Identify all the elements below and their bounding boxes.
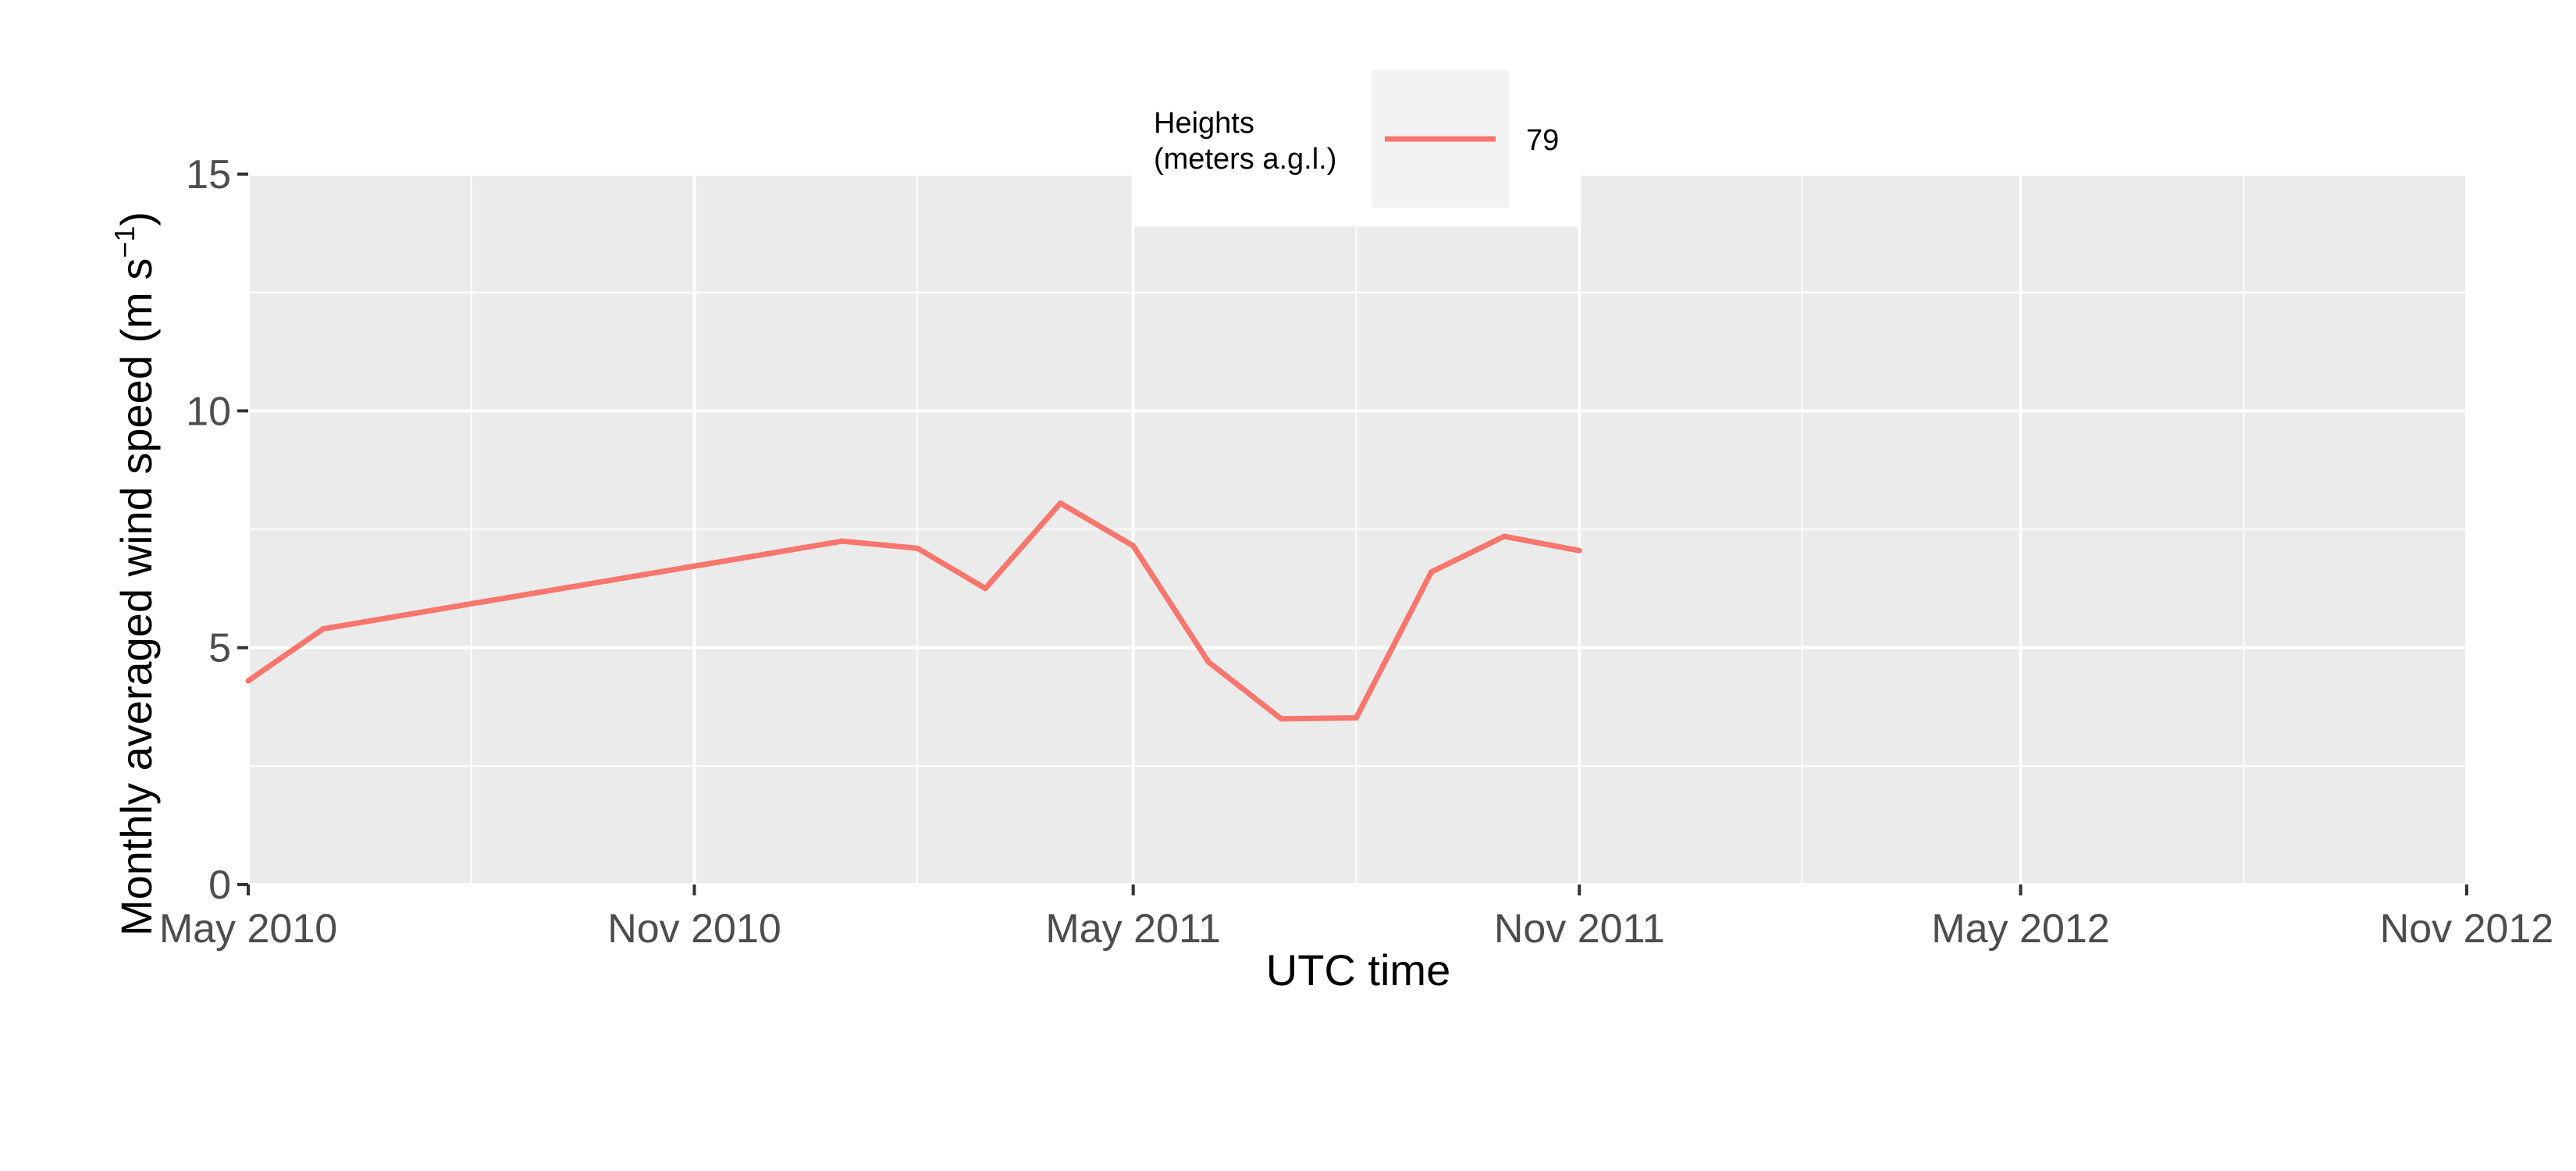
legend-title-line2: (meters a.g.l.) bbox=[1154, 143, 1336, 176]
data-point bbox=[1278, 716, 1284, 722]
legend-title-line1: Heights bbox=[1154, 107, 1254, 140]
series-layer bbox=[245, 500, 1582, 722]
data-point bbox=[1429, 569, 1435, 575]
y-axis-title: Monthly averaged wind speed (m s−1) bbox=[109, 212, 161, 936]
data-point bbox=[320, 625, 326, 632]
y-tick-label: 0 bbox=[208, 863, 231, 908]
y-axis-title-close: ) bbox=[112, 212, 161, 226]
y-tick-label: 5 bbox=[208, 626, 231, 671]
y-axis-title-text: Monthly averaged wind speed (m s bbox=[112, 258, 161, 936]
x-tick-label: May 2010 bbox=[159, 906, 337, 952]
plot-panel bbox=[247, 173, 2468, 886]
data-point bbox=[914, 545, 920, 551]
x-tick-label: May 2011 bbox=[1045, 906, 1221, 952]
x-tick-label: May 2012 bbox=[1931, 906, 2109, 952]
data-point bbox=[1130, 543, 1137, 549]
y-tick-label: 15 bbox=[186, 152, 231, 198]
data-point bbox=[1058, 500, 1064, 507]
legend: Heights (meters a.g.l.) 79 bbox=[1133, 70, 1580, 226]
x-axis-title: UTC time bbox=[1266, 945, 1450, 995]
data-point bbox=[839, 538, 845, 544]
data-point bbox=[245, 678, 251, 684]
x-tick-label: Nov 2011 bbox=[1494, 906, 1665, 952]
y-tick-label: 10 bbox=[186, 389, 231, 434]
data-point bbox=[1501, 533, 1507, 539]
y-axis: 0 5 10 15 bbox=[186, 152, 248, 908]
x-tick-label: Nov 2010 bbox=[607, 906, 781, 952]
data-point bbox=[1576, 547, 1582, 553]
x-tick-label: Nov 2012 bbox=[2380, 906, 2554, 952]
x-axis: May 2010 Nov 2010 May 2011 Nov 2011 May 2012… bbox=[159, 884, 2553, 952]
data-point bbox=[1353, 714, 1359, 721]
data-point bbox=[1205, 659, 1212, 665]
legend-label-79: 79 bbox=[1526, 124, 1559, 157]
data-point bbox=[982, 586, 988, 592]
y-axis-title-superscript: −1 bbox=[109, 226, 141, 258]
